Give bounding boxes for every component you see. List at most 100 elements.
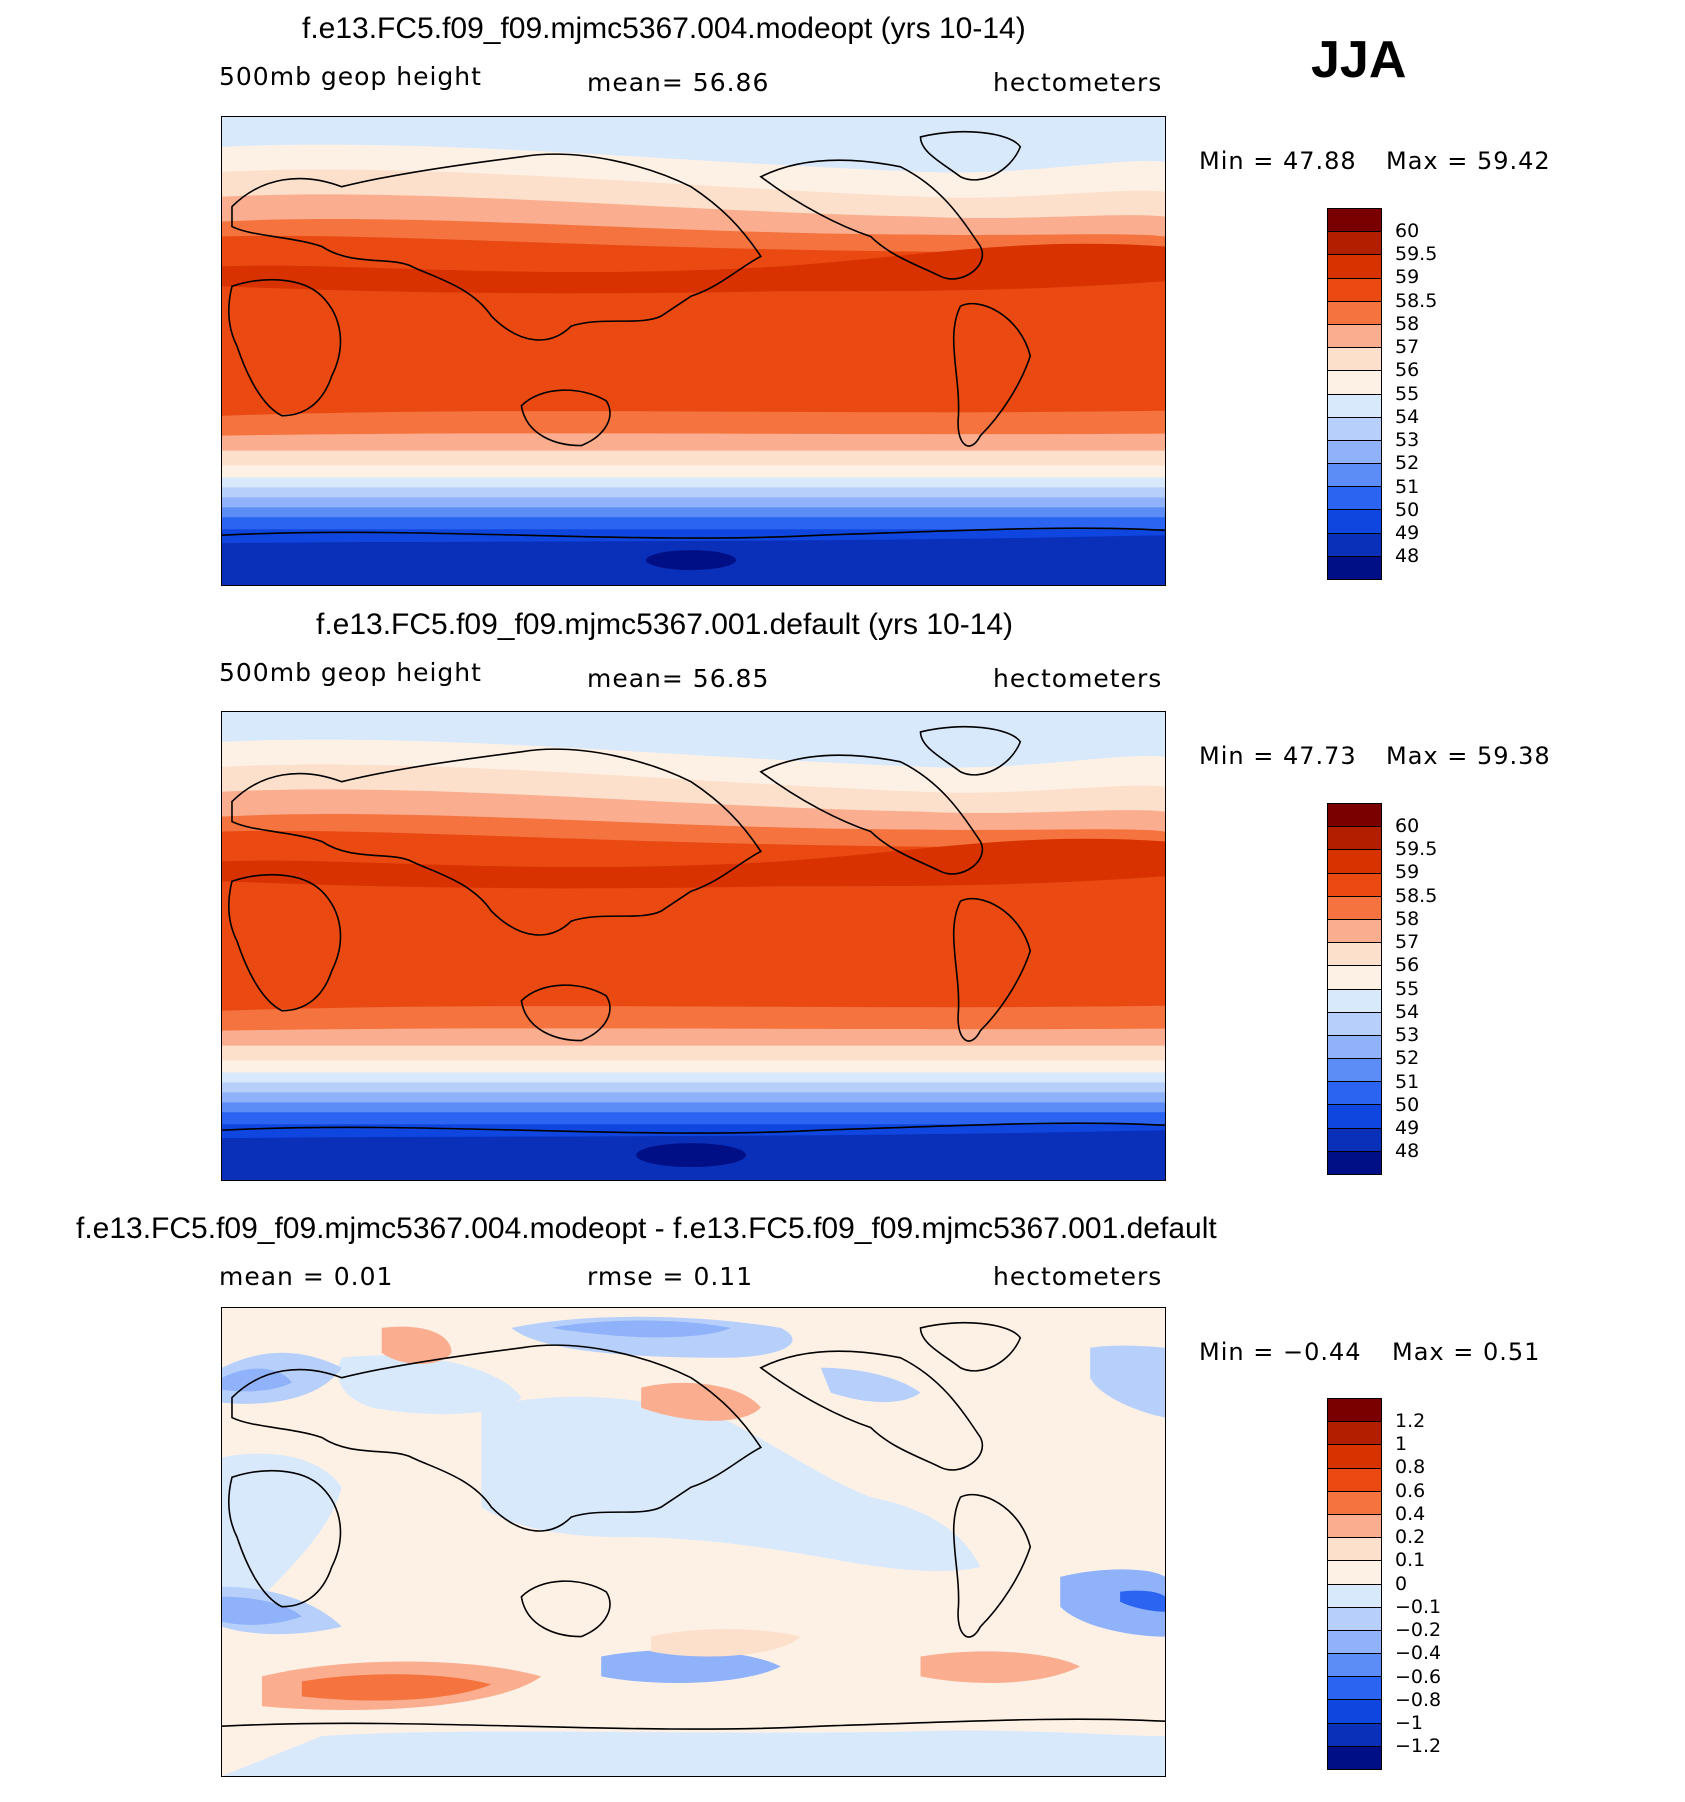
panel1-colorbar-tick-label: 48: [1395, 545, 1420, 568]
panel3-colorbar-segment: [1328, 1607, 1381, 1631]
panel1-eurasia: [231, 153, 763, 341]
panel2-colorbar-tick-label: 58.5: [1395, 884, 1438, 907]
panel1-colorbar-tick-label: 49: [1395, 522, 1420, 544]
panel2-colorbar-tick-label: 52: [1395, 1047, 1420, 1070]
panel2-colorbar-segment: [1328, 896, 1381, 920]
panel3-greenland: [919, 1321, 1022, 1372]
panel1-north-america: [759, 159, 984, 280]
panel3-max-text: Max = 0.51: [1392, 1338, 1541, 1366]
panel2-colorbar-segment: [1328, 873, 1381, 897]
panel2-field-label: 500mb geop height: [219, 658, 482, 687]
panel3-colorbar-tick-label: 0.6: [1395, 1479, 1426, 1502]
panel2-colorbar-tick-label: 50: [1395, 1093, 1420, 1116]
panel1-colorbar-tick-label: 59: [1395, 266, 1420, 289]
panel1-australia: [520, 389, 611, 447]
panel1-colorbar-segment: [1328, 487, 1381, 511]
panel1-colorbar-segment: [1328, 417, 1381, 441]
panel1-min-text: Min = 47.88: [1199, 147, 1357, 175]
panel3-colorbar-segment: [1328, 1514, 1381, 1539]
panel2-max-text: Max = 59.38: [1386, 742, 1551, 770]
panel2-north-america: [759, 754, 984, 875]
panel2-colorbar-tick-label: 58: [1395, 907, 1420, 930]
panel1-title: f.e13.FC5.f09_f09.mjmc5367.004.modeopt (…: [302, 12, 1026, 45]
panel3-colorbar-tick-label: −0.8: [1395, 1688, 1442, 1711]
panel3-colorbar-tick-label: 0.8: [1395, 1456, 1426, 1479]
panel3-colorbar-tick-label: −0.2: [1395, 1619, 1442, 1641]
panel2-colorbar-tick-label: 49: [1395, 1117, 1420, 1139]
panel1-colorbar-tick-label: 58.5: [1395, 289, 1438, 312]
panel1-colorbar-segment: [1328, 301, 1381, 325]
panel2-units-label: hectometers: [993, 664, 1163, 693]
panel2-colorbar-segment: [1328, 989, 1381, 1013]
panel3-fill-neg-south-atlantic-core: [1120, 1590, 1165, 1612]
panel1-colorbar-tick-label: 56: [1395, 359, 1420, 382]
panel3-colorbar-segment: [1328, 1700, 1381, 1724]
panel1-colorbar-tick-label: 54: [1395, 405, 1420, 428]
panel3-eurasia: [231, 1344, 763, 1532]
panel3-colorbar-tick-label: 0: [1395, 1572, 1408, 1595]
panel3-fill-neg-south-indian-core: [222, 1596, 302, 1625]
panel1-fill-min: [646, 550, 736, 571]
panel2-min-text: Min = 47.73: [1199, 742, 1357, 770]
panel2-colorbar-tick-label: 55: [1395, 977, 1420, 1000]
panel2-colorbar-segment: [1328, 804, 1381, 828]
panel1-colorbar-segment: [1328, 394, 1381, 418]
panel3-colorbar-tick-label: 0.2: [1395, 1526, 1426, 1548]
panel3-north-america: [759, 1350, 984, 1471]
panel1-colorbar-tick-label: 55: [1395, 382, 1420, 405]
panel2-antarctica: [222, 1122, 1165, 1134]
panel2-colorbar-segment: [1328, 1012, 1381, 1036]
panel3-colorbar-segment: [1328, 1630, 1381, 1655]
panel3-colorbar-tick-label: −1.2: [1395, 1735, 1442, 1758]
panel1-mean-label: mean= 56.86: [587, 68, 770, 97]
panel3-colorbar-segment: [1328, 1445, 1381, 1469]
panel3-south-america: [952, 1493, 1032, 1638]
panel3-colorbar-segment: [1328, 1677, 1381, 1701]
panel2-colorbar-segment: [1328, 1151, 1381, 1174]
panel2-colorbar-tick-label: 60: [1395, 814, 1420, 837]
panel3-colorbar-segment: [1328, 1399, 1381, 1423]
panel3-colorbar-tick-label: 0.4: [1395, 1502, 1426, 1525]
panel1-colorbar-tick-label: 59.5: [1395, 243, 1438, 265]
panel1-colorbar-tick-label: 60: [1395, 219, 1420, 242]
panel2-colorbar-tick-label: 53: [1395, 1024, 1420, 1046]
panel3-colorbar-segment: [1328, 1561, 1381, 1585]
panel2-colorbar-segment: [1328, 1105, 1381, 1129]
panel1-colorbar-tick-label: 50: [1395, 498, 1420, 521]
panel2-colorbar-segment: [1328, 850, 1381, 874]
panel3-fill-neg-south-pacific: [601, 1649, 781, 1683]
panel1-colorbar-box: [1327, 208, 1382, 580]
panel3-coastlines: [222, 1321, 1165, 1730]
panel3-colorbar-segment: [1328, 1468, 1381, 1492]
panel3-antarctica: [222, 1718, 1165, 1730]
panel3-colorbar-segment: [1328, 1491, 1381, 1515]
panel3-colorbar-tick-label: −0.1: [1395, 1595, 1442, 1618]
panel1-map-svg: [222, 117, 1165, 585]
panel1-colorbar-segment: [1328, 255, 1381, 279]
panel3-fill-neg-arctic-core: [551, 1320, 731, 1338]
panel3-fill-neg-south-atlantic: [1060, 1569, 1165, 1637]
panel3-fill-pos-north-pacific: [641, 1382, 761, 1421]
panel2-colorbar-segment: [1328, 919, 1381, 944]
panel1-africa: [227, 278, 342, 417]
panel1-colorbar-segment: [1328, 324, 1381, 349]
panel3-fill-neg-north-america: [820, 1367, 921, 1403]
panel3-colorbar-segment: [1328, 1538, 1381, 1562]
panel2-colorbar-tick-label: 57: [1395, 931, 1420, 953]
panel3-colorbar-tick-label: −0.4: [1395, 1642, 1442, 1665]
panel1-colorbar-segment: [1328, 510, 1381, 534]
panel3-colorbar-tick-label: −1: [1395, 1712, 1424, 1734]
panel1-coastlines: [222, 130, 1165, 539]
panel1-colorbar-segment: [1328, 533, 1381, 557]
panel2-colorbar-segment: [1328, 966, 1381, 990]
panel2-fill-59-band: [222, 838, 1165, 889]
panel3-colorbar: 1.2 1 0.8 0.6 0.4 0.2 0.1 0 −0.1 −0.2 −0.4 −0.6 −0.8…: [1327, 1398, 1441, 1770]
panel1-colorbar-segment: [1328, 278, 1381, 302]
panel2-coastlines: [222, 725, 1165, 1134]
panel2-map: [221, 711, 1166, 1181]
panel2-colorbar-segment: [1328, 1059, 1381, 1083]
panel1-fill-59-band: [222, 243, 1165, 294]
panel3-fill-pos-south-atlantic: [920, 1651, 1081, 1683]
panel2-colorbar-segment: [1328, 1128, 1381, 1152]
panel2-fill-min: [636, 1143, 746, 1168]
